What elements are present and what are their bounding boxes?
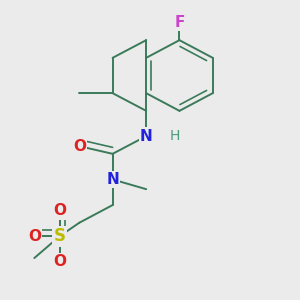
- Text: S: S: [54, 227, 66, 245]
- Text: O: O: [73, 139, 86, 154]
- Text: H: H: [169, 129, 179, 143]
- Text: O: O: [53, 254, 66, 269]
- Text: N: N: [140, 129, 152, 144]
- Text: N: N: [106, 172, 119, 187]
- Text: O: O: [28, 229, 41, 244]
- Text: F: F: [174, 15, 184, 30]
- Text: O: O: [53, 203, 66, 218]
- Text: H: H: [169, 129, 179, 143]
